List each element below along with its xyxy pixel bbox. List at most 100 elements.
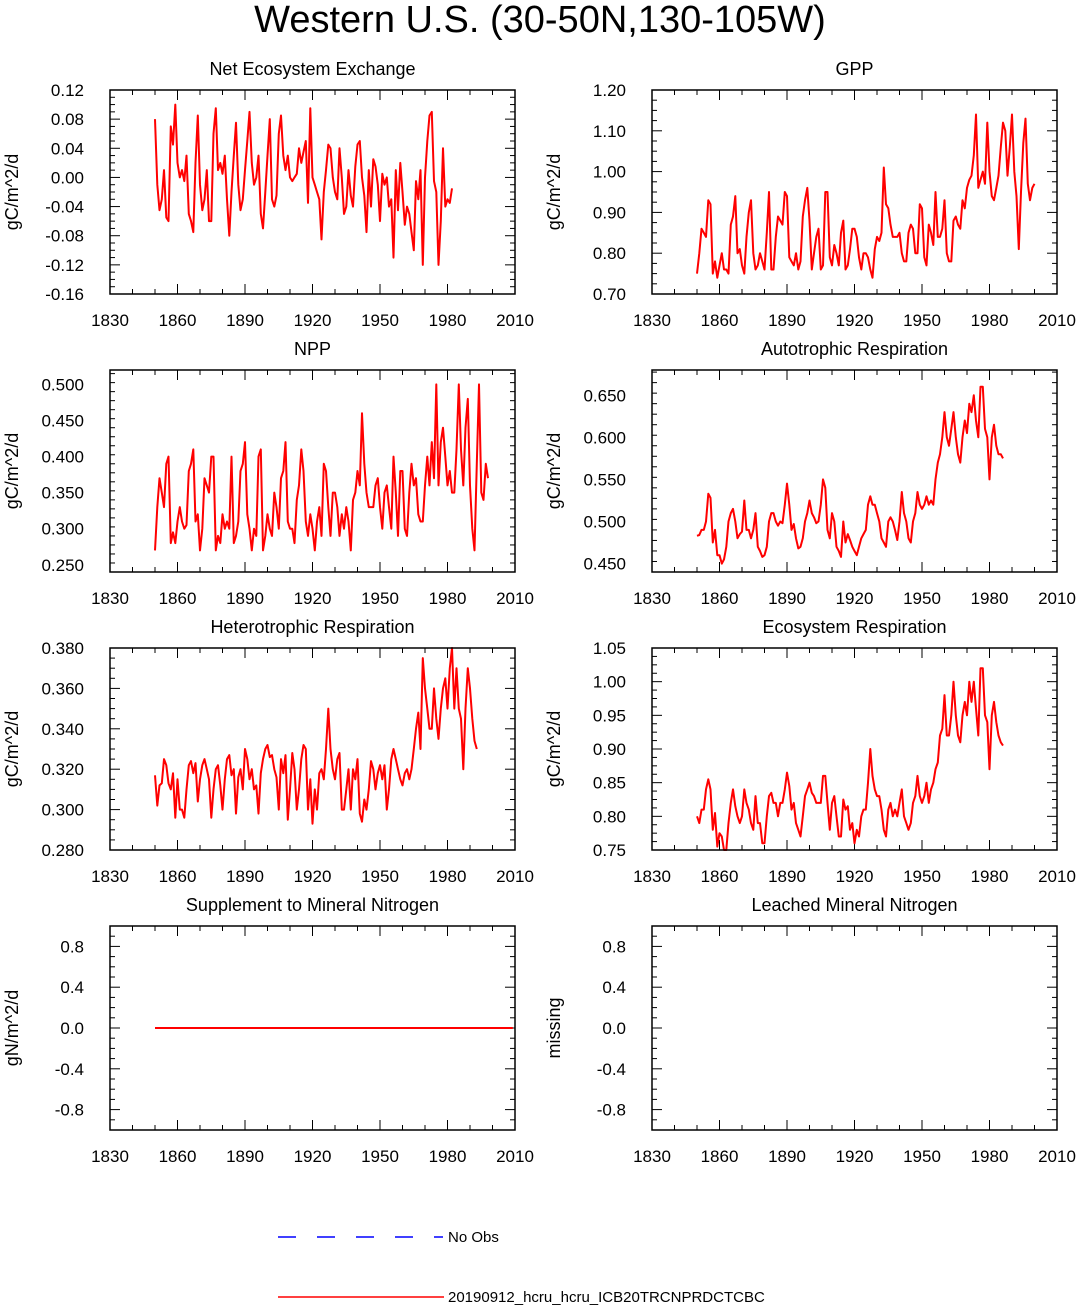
y-tick-label: 0.650 bbox=[583, 386, 626, 405]
x-tick-label: 1890 bbox=[768, 589, 806, 608]
y-tick-label: 0.00 bbox=[51, 168, 84, 187]
x-tick-label: 1950 bbox=[361, 1147, 399, 1166]
data-series-line bbox=[154, 383, 489, 552]
x-tick-label: 1950 bbox=[361, 311, 399, 330]
plot-frame bbox=[109, 925, 516, 1131]
x-tick-label: 1830 bbox=[91, 589, 129, 608]
y-tick-label: -0.16 bbox=[45, 285, 84, 304]
y-tick-label: -0.4 bbox=[55, 1060, 84, 1079]
x-tick-label: 1890 bbox=[768, 1147, 806, 1166]
x-tick-label: 1860 bbox=[159, 311, 197, 330]
x-tick-label: 2010 bbox=[1038, 867, 1076, 886]
legend-model-label: 20190912_hcru_hcru_ICB20TRCNPRDCTCBC bbox=[448, 1289, 765, 1306]
plot-frame bbox=[651, 89, 1058, 295]
plot-frame bbox=[109, 369, 516, 573]
plot-frame bbox=[109, 89, 516, 295]
chart-title: Autotrophic Respiration bbox=[761, 339, 948, 359]
y-tick-label: 0.8 bbox=[602, 937, 626, 956]
y-tick-label: 0.80 bbox=[593, 244, 626, 263]
x-tick-label: 1920 bbox=[294, 589, 332, 608]
y-tick-label: 1.10 bbox=[593, 122, 626, 141]
y-tick-label: 0.450 bbox=[41, 412, 84, 431]
y-tick-label: 0.0 bbox=[602, 1019, 626, 1038]
y-tick-label: 0.70 bbox=[593, 285, 626, 304]
y-tick-label: 0.300 bbox=[41, 801, 84, 820]
x-tick-label: 1860 bbox=[159, 589, 197, 608]
x-tick-label: 1860 bbox=[159, 1147, 197, 1166]
chart-panel-1: Net Ecosystem Exchange gC/m^2/d 1830 1860 18… bbox=[2, 59, 534, 330]
figure-title: Western U.S. (30-50N,130-105W) bbox=[254, 0, 826, 41]
plot-frame bbox=[651, 369, 1058, 573]
chart-title: GPP bbox=[835, 59, 873, 79]
y-tick-label: 1.05 bbox=[593, 639, 626, 658]
legend-obs-label: No Obs bbox=[448, 1229, 499, 1246]
chart-panel-8: Leached Mineral Nitrogen missing 1830 1860 1… bbox=[544, 895, 1076, 1166]
y-tick-label: 0.8 bbox=[60, 937, 84, 956]
data-series-line bbox=[696, 113, 1036, 279]
x-tick-label: 1950 bbox=[361, 867, 399, 886]
y-tick-label: 0.500 bbox=[583, 513, 626, 532]
x-tick-label: 1980 bbox=[971, 589, 1009, 608]
x-tick-label: 1890 bbox=[226, 867, 264, 886]
x-tick-label: 1950 bbox=[903, 1147, 941, 1166]
x-tick-label: 1920 bbox=[294, 1147, 332, 1166]
y-tick-label: 0.75 bbox=[593, 841, 626, 860]
y-tick-label: -0.12 bbox=[45, 256, 84, 275]
x-tick-label: 1890 bbox=[226, 311, 264, 330]
y-axis-label: gC/m^2/d bbox=[544, 433, 564, 509]
x-tick-label: 1980 bbox=[429, 589, 467, 608]
y-axis-label: gC/m^2/d bbox=[2, 711, 22, 787]
y-tick-label: -0.8 bbox=[597, 1101, 626, 1120]
y-tick-label: 0.12 bbox=[51, 81, 84, 100]
x-tick-label: 1980 bbox=[429, 1147, 467, 1166]
chart-panel-4: Autotrophic Respiration gC/m^2/d 1830 1860 1… bbox=[544, 339, 1076, 608]
x-tick-label: 2010 bbox=[1038, 311, 1076, 330]
y-tick-label: 0.04 bbox=[51, 139, 84, 158]
x-tick-label: 1830 bbox=[91, 867, 129, 886]
y-axis-label: gC/m^2/d bbox=[544, 154, 564, 230]
y-tick-label: 0.340 bbox=[41, 720, 84, 739]
x-tick-label: 1830 bbox=[633, 867, 671, 886]
y-tick-label: 1.20 bbox=[593, 81, 626, 100]
chart-panel-6: Ecosystem Respiration gC/m^2/d 1830 1860 189… bbox=[544, 617, 1076, 886]
x-tick-label: 2010 bbox=[496, 311, 534, 330]
chart-title: NPP bbox=[294, 339, 331, 359]
y-tick-label: 0.08 bbox=[51, 110, 84, 129]
x-tick-label: 2010 bbox=[1038, 1147, 1076, 1166]
y-axis-label: gN/m^2/d bbox=[2, 990, 22, 1066]
x-tick-label: 1860 bbox=[701, 311, 739, 330]
chart-title: Heterotrophic Respiration bbox=[210, 617, 414, 637]
y-tick-label: 0.90 bbox=[593, 203, 626, 222]
legend: No Obs 20190912_hcru_hcru_ICB20TRCNPRDCT… bbox=[278, 1229, 765, 1306]
y-tick-label: 0.400 bbox=[41, 448, 84, 467]
x-tick-label: 1980 bbox=[429, 867, 467, 886]
x-tick-label: 1980 bbox=[971, 1147, 1009, 1166]
y-tick-label: -0.04 bbox=[45, 198, 84, 217]
x-tick-label: 2010 bbox=[1038, 589, 1076, 608]
x-tick-label: 1860 bbox=[159, 867, 197, 886]
x-tick-label: 1890 bbox=[226, 589, 264, 608]
x-tick-label: 1830 bbox=[633, 311, 671, 330]
data-series-line bbox=[154, 103, 453, 266]
x-tick-label: 1950 bbox=[361, 589, 399, 608]
y-tick-label: 0.450 bbox=[583, 555, 626, 574]
y-tick-label: -0.4 bbox=[597, 1060, 626, 1079]
data-series-line bbox=[154, 647, 478, 825]
y-tick-label: 0.4 bbox=[60, 978, 84, 997]
y-tick-label: 0.300 bbox=[41, 520, 84, 539]
y-tick-label: 0.550 bbox=[583, 470, 626, 489]
x-tick-label: 1860 bbox=[701, 589, 739, 608]
y-tick-label: 0.320 bbox=[41, 760, 84, 779]
y-axis-label: missing bbox=[544, 997, 564, 1058]
x-tick-label: 1920 bbox=[836, 1147, 874, 1166]
y-tick-label: 0.4 bbox=[602, 978, 626, 997]
x-tick-label: 1950 bbox=[903, 589, 941, 608]
x-tick-label: 2010 bbox=[496, 867, 534, 886]
x-tick-label: 1890 bbox=[768, 311, 806, 330]
x-tick-label: 1980 bbox=[429, 311, 467, 330]
plot-frame bbox=[651, 925, 1058, 1131]
y-tick-label: 0.500 bbox=[41, 375, 84, 394]
x-tick-label: 1920 bbox=[294, 311, 332, 330]
chart-title: Supplement to Mineral Nitrogen bbox=[186, 895, 439, 915]
